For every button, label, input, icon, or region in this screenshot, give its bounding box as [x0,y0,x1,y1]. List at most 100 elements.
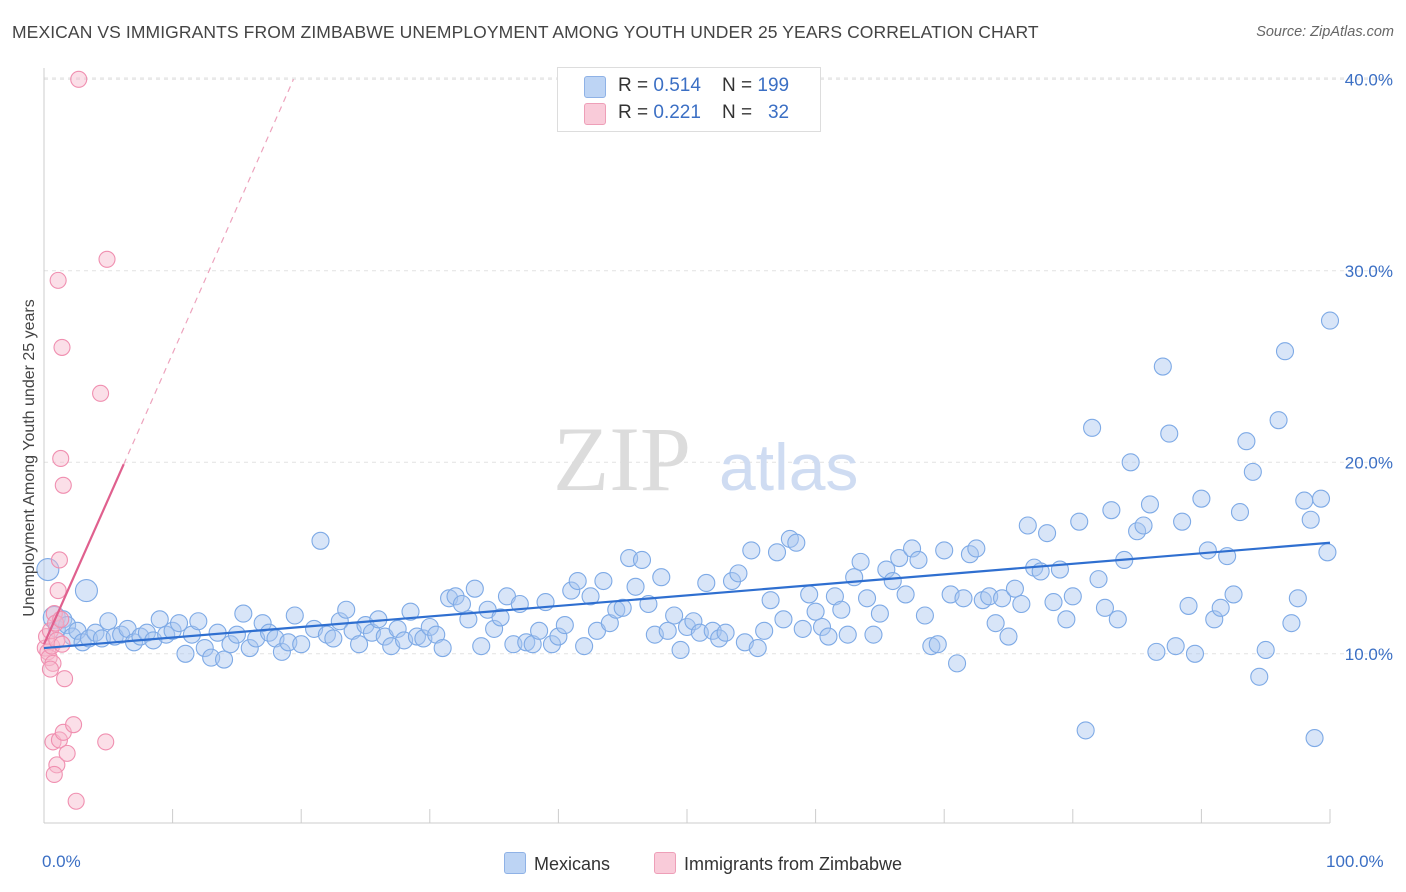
mexicans-point [697,573,716,592]
mexicans-point [1102,501,1121,520]
mexicans-point [632,550,652,570]
mexicans-point [1301,510,1320,529]
mexicans-point [883,571,902,591]
mexicans-point [234,604,253,623]
mexicans-point [189,612,208,631]
mexicans-point [1295,491,1314,510]
mexicans-point [1160,424,1179,443]
mexicans-point [935,541,954,560]
trend-lines [42,79,1331,650]
mexicans-point [838,625,857,644]
mexicans-point [452,594,472,614]
mexicans-point [1282,614,1301,633]
legend-item-mexicans[interactable]: Mexicans [504,852,610,876]
mexicans-point [1166,637,1185,656]
x-tick-left: 0.0% [42,852,81,871]
zimbabwe-point [52,449,70,468]
mexicans-point [1057,610,1076,629]
zimbabwe-trend-extension [123,79,295,465]
mexicans-trend-line [43,541,1331,650]
mexicans-point [1108,610,1127,629]
mexicans-point [613,598,632,617]
mexicans-point [787,533,806,552]
legend-label-zimbabwe: Immigrants from Zimbabwe [684,854,903,874]
mexicans-point [137,623,156,642]
mexicans-point [742,541,761,560]
mexicans-point [915,606,934,625]
y-axis-label: Unemployment Among Youth under 25 years [21,299,38,617]
mexicans-point [581,587,600,606]
legend-r-mexicans: R = 0.514 [618,75,701,97]
mexicans-point [555,616,574,635]
mexicans-point [832,600,851,619]
chart-title: MEXICAN VS IMMIGRANTS FROM ZIMBABWE UNEM… [12,22,1039,42]
mexicans-point [285,606,304,625]
mexicans-point [986,614,1005,633]
zimbabwe-point [45,765,63,783]
mexicans-point [1250,667,1269,686]
n-label: N = [722,75,753,96]
zimbabwe-point [53,338,71,356]
zimbabwe-points [36,70,116,810]
mexicans-point [890,548,909,568]
mexicans-point [1275,342,1295,361]
mexicans-point [1224,585,1243,604]
n-value-zimbabwe: 32 [767,102,790,123]
mexicans-point [99,612,118,631]
mexicans-point [1243,462,1262,481]
mexicans-point [812,617,832,637]
mexicans-point [530,621,549,640]
mexicans-point [1147,642,1166,661]
mexicans-legend-swatch [504,852,526,874]
mexicans-point [658,621,677,640]
mexicans-point [562,581,581,600]
zimbabwe-point [50,551,68,569]
mexicans-point [1211,598,1230,617]
mexicans-point [549,627,568,646]
zimbabwe-point [49,271,67,289]
legend-label-mexicans: Mexicans [534,854,611,874]
mexicans-point [568,571,587,591]
mexicans-point [1038,524,1057,543]
legend-r-zimbabwe: R = 0.221 [618,102,701,124]
r-label: R = [618,75,649,96]
mexicans-point [800,585,819,604]
mexicans-point [36,557,60,582]
legend-item-zimbabwe[interactable]: Immigrants from Zimbabwe [654,852,902,876]
gridlines [44,77,1393,655]
y-tick-label: 30.0% [1345,262,1393,281]
zimbabwe-point [49,582,67,600]
mexicans-point [1018,516,1037,535]
mexicans-point [948,654,967,673]
mexicans-point [150,610,169,629]
mexicans-point [459,610,478,629]
mexicans-point [311,531,330,550]
mexicans-point [491,608,510,627]
mexicans-point [716,623,735,642]
mexicans-point [420,617,439,637]
zimbabwe-point [65,716,83,734]
mexicans-point [1153,357,1172,376]
mexicans-point [1063,587,1082,606]
mexicans-point [761,591,780,610]
mexicans-point [1070,512,1089,531]
mexicans-point [176,644,195,663]
mexicans-point [1256,640,1275,660]
mexicans-point [517,633,536,652]
zimbabwe-point [54,476,72,494]
watermark-atlas: atlas [719,430,858,504]
mexicans-point [1012,594,1031,614]
mexicans-point [729,564,748,583]
mexicans-point [999,627,1018,646]
mexicans-point [1095,598,1114,617]
mexicans-point [214,650,234,669]
mexicans-point [240,639,259,658]
mexicans-point [1185,644,1205,663]
mexicans-point [1205,610,1224,629]
mexicans-point [407,627,426,646]
mexicans-point [652,568,671,587]
mexicans-point [896,585,915,604]
mexicans-point [485,619,504,638]
mexicans-point [1230,503,1250,522]
